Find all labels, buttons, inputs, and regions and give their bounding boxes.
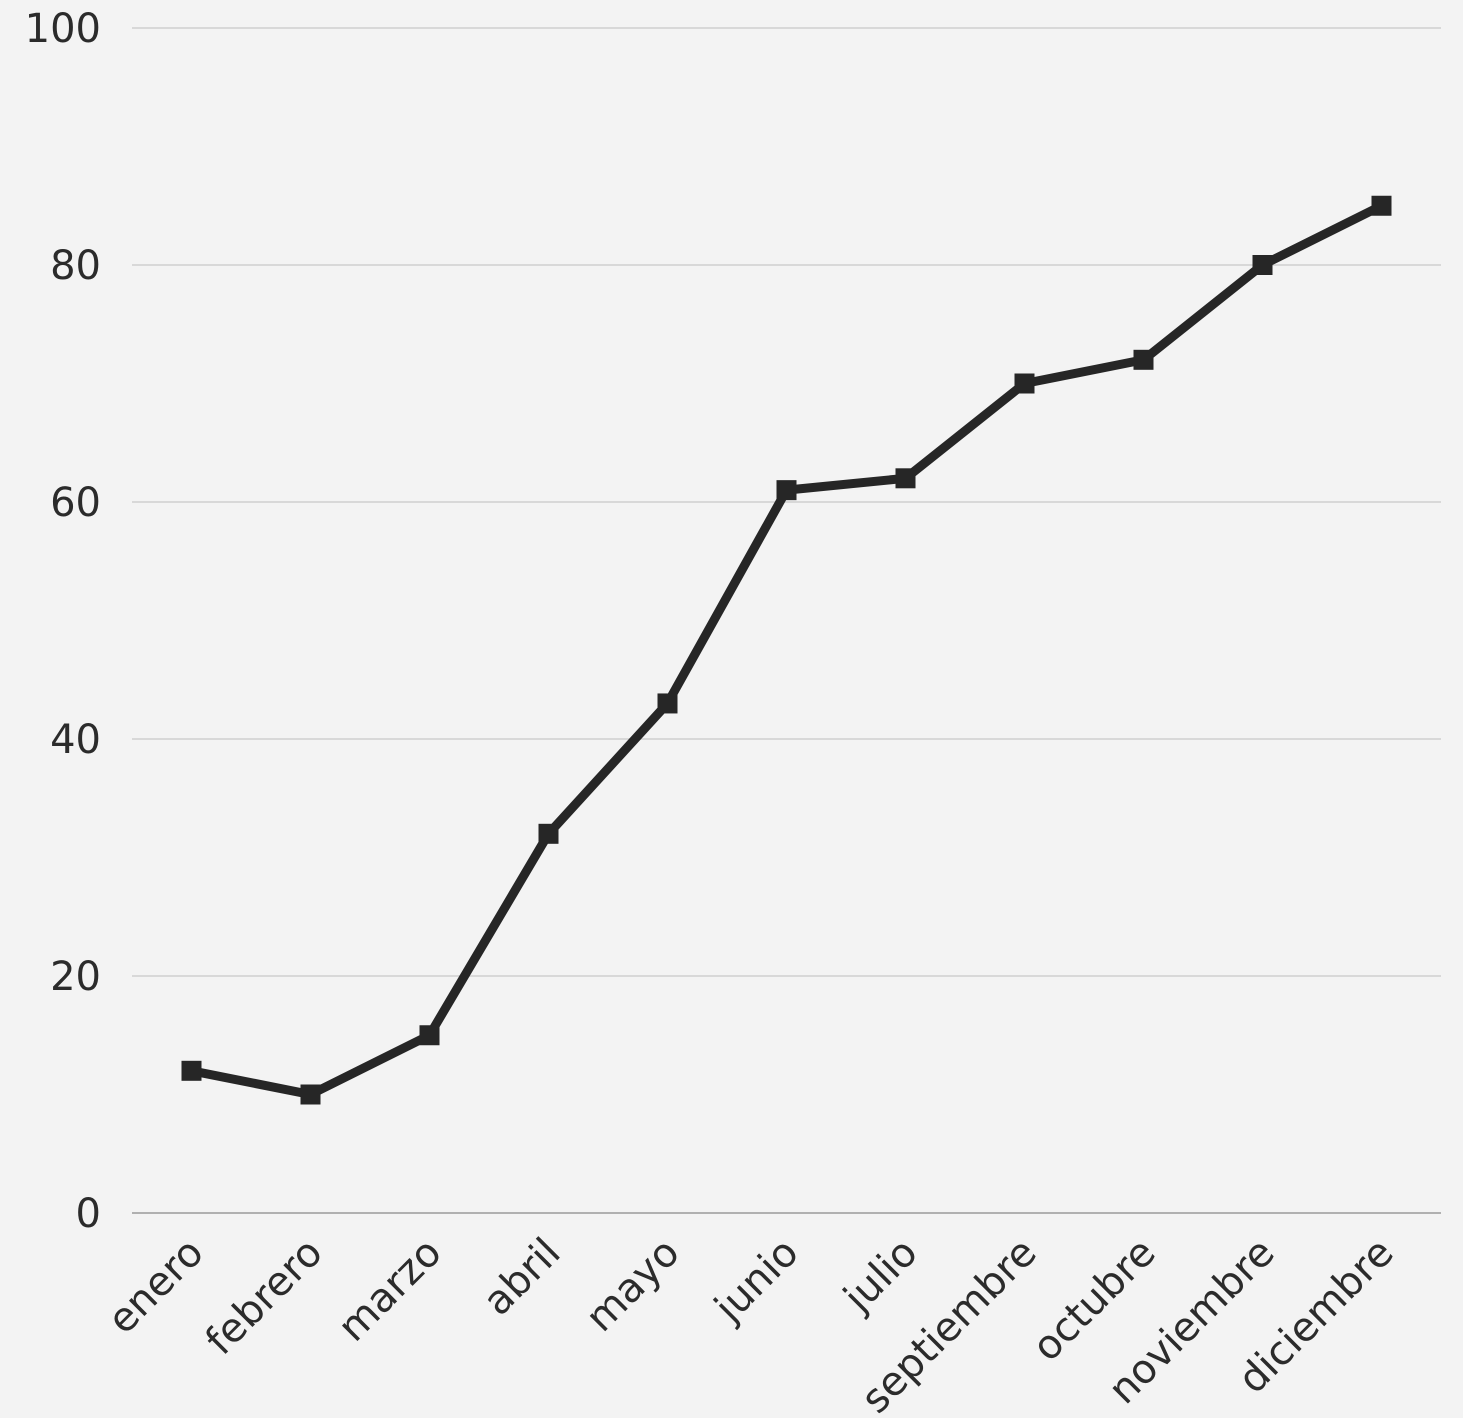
y-tick-label: 80: [50, 243, 101, 289]
x-tick-label: julio: [835, 1230, 927, 1322]
y-tick-label: 40: [50, 717, 101, 763]
data-point-abril: [538, 823, 559, 844]
series-line: [187, 201, 1386, 1099]
data-point-febrero: [300, 1084, 321, 1105]
y-tick-label: 60: [50, 480, 101, 526]
x-tick-label: febrero: [197, 1230, 332, 1365]
data-point-enero: [181, 1060, 202, 1081]
y-axis-ticks: 0 20 40 60 80 100: [25, 6, 101, 1237]
data-point-noviembre: [1252, 255, 1273, 275]
x-tick-label: enero: [99, 1230, 213, 1344]
x-tick-label: mayo: [577, 1230, 688, 1341]
data-point-marzo: [419, 1025, 440, 1046]
y-tick-label: 0: [76, 1191, 101, 1237]
y-tick-label: 20: [50, 954, 101, 1000]
x-tick-label: marzo: [329, 1230, 450, 1351]
data-point-octubre: [1133, 349, 1154, 370]
gridlines: [132, 27, 1441, 1214]
data-point-diciembre: [1371, 195, 1392, 216]
data-point-junio: [776, 480, 797, 501]
y-tick-label: 100: [25, 6, 101, 52]
x-tick-label: abril: [474, 1230, 569, 1325]
data-point-julio: [895, 468, 916, 489]
series-layer: [181, 195, 1392, 1105]
data-point-septiembre: [1014, 373, 1035, 394]
x-tick-label: junio: [705, 1230, 807, 1332]
data-point-mayo: [657, 693, 678, 714]
